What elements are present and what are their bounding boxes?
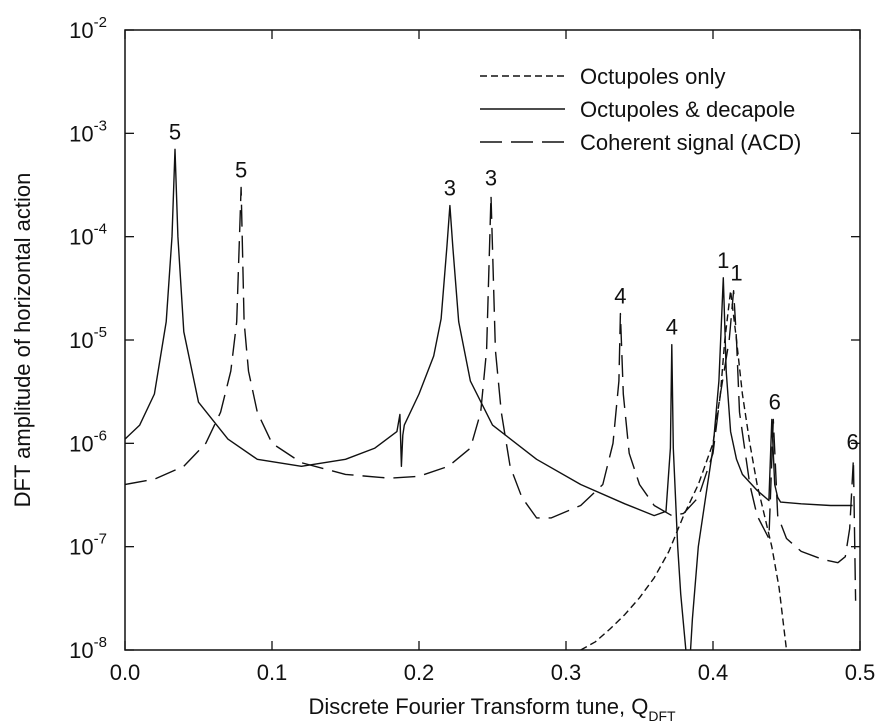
y-tick-label: 10-5: [69, 324, 107, 353]
x-axis-title-subscript: DFT: [648, 708, 676, 724]
series-layer: [125, 148, 857, 650]
y-tick-label: 10-8: [69, 634, 107, 663]
peak-label: 6: [847, 429, 859, 454]
legend-label: Octupoles & decapole: [580, 97, 795, 122]
peak-label: 3: [444, 176, 456, 201]
y-axis-title: DFT amplitude of horizontal action: [10, 173, 35, 508]
x-axis-title-main: Discrete Fourier Transform tune, Q: [308, 694, 648, 719]
peak-label: 4: [614, 284, 626, 309]
series-line-solid: [125, 148, 853, 650]
y-tick-label: 10-3: [69, 117, 107, 146]
x-tick-label: 0.0: [110, 660, 141, 685]
peak-label: 1: [717, 248, 729, 273]
x-tick-label: 0.5: [845, 660, 876, 685]
annotations-layer: 5 5 3 3 4 4 11 6 6: [169, 119, 859, 454]
peak-label: 6: [769, 390, 781, 415]
y-tick-label: 10-2: [69, 14, 107, 43]
x-tick-label: 0.4: [698, 660, 729, 685]
peak-label: 5: [169, 119, 181, 144]
series-line-long-dash: [125, 186, 857, 601]
series-line-short-dash: [580, 290, 788, 650]
y-tick-label: 10-6: [69, 427, 107, 456]
x-tick-label: 0.3: [551, 660, 582, 685]
peak-label: 4: [666, 315, 678, 340]
x-tick-label: 0.2: [404, 660, 435, 685]
peak-label: 3: [485, 166, 497, 191]
x-tick-label: 0.1: [257, 660, 288, 685]
plot-frame: [124, 29, 861, 651]
ticks-layer: 0.0 0.1 0.2 0.3 0.4 0.5 10-8 10-7 10-6 10-5 10-4 10…: [69, 14, 875, 685]
peak-label: 1: [730, 261, 742, 286]
y-tick-label: 10-7: [69, 531, 107, 560]
x-axis-title: Discrete Fourier Transform tune, QDFT: [308, 694, 676, 724]
peak-label: 5: [235, 157, 247, 182]
legend-label: Coherent signal (ACD): [580, 130, 801, 155]
y-tick-label: 10-4: [69, 221, 107, 250]
legend: Octupoles only Octupoles & decapole Cohere…: [480, 64, 801, 155]
legend-label: Octupoles only: [580, 64, 726, 89]
